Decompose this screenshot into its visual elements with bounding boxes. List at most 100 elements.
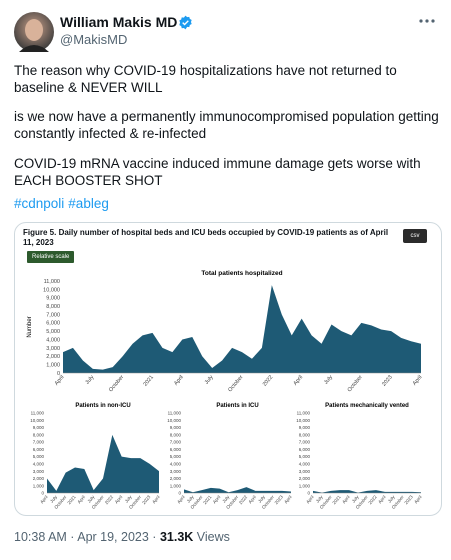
x-tick-label: 2021 xyxy=(143,374,155,387)
views-count: 31.3K xyxy=(159,530,194,544)
y-tick-label: 0 xyxy=(178,491,181,496)
y-tick-label: 10,000 xyxy=(43,287,60,293)
x-tick-label: 2023 xyxy=(403,494,414,505)
x-tick-label: 2023 xyxy=(381,374,393,387)
x-tick-label: July xyxy=(221,494,230,504)
y-tick-label: 4,000 xyxy=(46,337,60,343)
y-tick-label: 1,000 xyxy=(46,363,60,369)
y-tick-label: 3,000 xyxy=(33,469,45,474)
figure-title: Figure 5. Daily number of hospital beds … xyxy=(23,228,389,247)
tweet-text: is we now have a permanently immunocompr… xyxy=(14,109,439,141)
csv-button[interactable]: csv xyxy=(403,229,427,243)
y-tick-label: 5,000 xyxy=(33,454,45,459)
y-tick-label: 4,000 xyxy=(33,461,45,466)
author-name[interactable]: William Makis MD xyxy=(60,14,178,30)
x-tick-label: April xyxy=(212,494,222,504)
x-tick-label: April xyxy=(412,374,424,386)
x-tick-label: July xyxy=(186,494,195,504)
y-tick-label: 2,000 xyxy=(170,476,182,481)
y-tick-label: 11,000 xyxy=(297,411,311,416)
y-tick-label: 9,000 xyxy=(170,425,182,430)
x-tick-label: April xyxy=(341,494,351,504)
y-tick-label: 3,000 xyxy=(299,469,311,474)
y-tick-label: 10,000 xyxy=(167,418,181,423)
x-tick-label: 2022 xyxy=(238,494,249,505)
x-tick-label: April xyxy=(305,494,315,504)
y-tick-label: 3,000 xyxy=(46,346,60,352)
x-tick-label: April xyxy=(377,494,387,504)
tweet-text: COVID-19 mRNA vaccine induced immune dam… xyxy=(14,156,421,188)
x-tick-label: April xyxy=(114,494,124,504)
y-tick-label: 3,000 xyxy=(170,469,182,474)
y-tick-label: 11,000 xyxy=(168,411,182,416)
y-tick-label: 10,000 xyxy=(30,418,44,423)
y-tick-label: 0 xyxy=(57,371,60,377)
area xyxy=(313,490,421,493)
x-tick-label: April xyxy=(283,494,293,504)
hashtags: #cdnpoli #ableg xyxy=(14,196,113,211)
x-tick-label: July xyxy=(315,494,324,504)
x-tick-label: July xyxy=(387,494,396,504)
y-tick-label: 7,000 xyxy=(299,440,311,445)
timestamp[interactable]: 10:38 AM · Apr 19, 2023 · xyxy=(14,530,157,544)
y-tick-label: 9,000 xyxy=(33,425,45,430)
area xyxy=(184,487,291,493)
chart-title: Patients in ICU xyxy=(216,403,258,409)
chart-title: Patients mechanically vented xyxy=(325,403,409,409)
y-tick-label: 2,000 xyxy=(33,476,45,481)
x-tick-label: 2021 xyxy=(66,494,77,505)
y-axis-label: Number xyxy=(27,316,33,337)
y-tick-label: 5,000 xyxy=(46,329,60,335)
area xyxy=(63,285,421,373)
y-tick-label: 11,000 xyxy=(44,279,60,285)
hashtag[interactable]: #ableg xyxy=(68,196,109,211)
y-tick-label: 7,000 xyxy=(33,440,45,445)
x-tick-label: April xyxy=(247,494,257,504)
x-tick-label: July xyxy=(204,374,215,386)
x-tick-label: July xyxy=(84,374,95,386)
y-tick-label: 8,000 xyxy=(46,304,60,310)
y-tick-label: 8,000 xyxy=(33,432,45,437)
x-tick-label: April xyxy=(293,374,305,386)
y-tick-label: 7,000 xyxy=(46,312,60,318)
y-tick-label: 2,000 xyxy=(299,476,311,481)
x-tick-label: April xyxy=(413,494,423,504)
x-tick-label: April xyxy=(39,494,49,504)
y-tick-label: 6,000 xyxy=(33,447,45,452)
y-tick-label: 8,000 xyxy=(170,432,182,437)
x-tick-label: July xyxy=(323,374,334,386)
y-tick-label: 0 xyxy=(41,491,44,496)
views-label: Views xyxy=(196,530,230,544)
chart-title: Total patients hospitalized xyxy=(201,270,282,277)
x-tick-label: April xyxy=(76,494,86,504)
chart-title: Patients in non-ICU xyxy=(75,403,130,409)
y-tick-label: 9,000 xyxy=(299,425,311,430)
y-tick-label: 6,000 xyxy=(46,321,60,327)
x-tick-label: July xyxy=(86,494,95,504)
y-tick-label: 4,000 xyxy=(299,461,311,466)
hashtag[interactable]: #cdnpoli xyxy=(14,196,65,211)
x-tick-label: July xyxy=(124,494,133,504)
y-tick-label: 1,000 xyxy=(170,483,182,488)
x-tick-label: 2023 xyxy=(274,494,285,505)
y-tick-label: 5,000 xyxy=(299,454,311,459)
more-button[interactable] xyxy=(418,16,436,26)
area xyxy=(47,434,159,493)
verified-badge xyxy=(179,15,192,30)
avatar[interactable] xyxy=(14,12,54,52)
y-tick-label: 10,000 xyxy=(296,418,310,423)
y-tick-label: 1,000 xyxy=(299,483,311,488)
x-tick-label: July xyxy=(49,494,58,504)
x-tick-label: July xyxy=(257,494,266,504)
x-tick-label: April xyxy=(54,374,66,386)
tweet-text: The reason why COVID-19 hospitalizations… xyxy=(14,63,397,95)
y-tick-label: 6,000 xyxy=(299,447,311,452)
image-card[interactable]: Total patients hospitalized Number 0 1,000 2… xyxy=(14,222,442,516)
author-handle[interactable]: @MakisMD xyxy=(60,32,128,47)
x-tick-label: 2022 xyxy=(367,494,378,505)
scale-button[interactable]: Relative scale xyxy=(27,251,75,263)
y-tick-label: 0 xyxy=(307,491,310,496)
y-tick-label: 6,000 xyxy=(170,447,182,452)
x-tick-label: October xyxy=(227,374,244,393)
